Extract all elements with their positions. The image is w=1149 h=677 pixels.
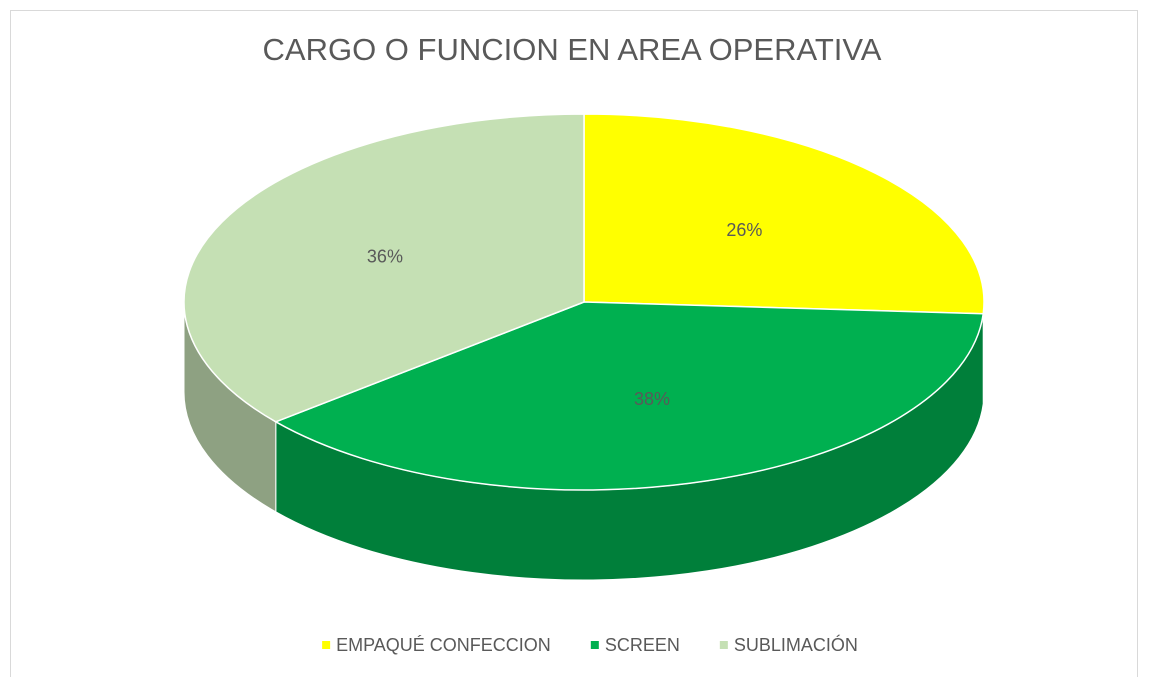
legend-label: SUBLIMACIÓN bbox=[734, 634, 858, 655]
slice bbox=[183, 113, 585, 423]
legend-label: SCREEN bbox=[605, 635, 680, 655]
legend-label: EMPAQUÉ CONFECCION bbox=[336, 635, 551, 655]
data-label: 26% bbox=[726, 220, 762, 240]
legend-swatch bbox=[719, 641, 728, 649]
legend-swatch bbox=[322, 641, 331, 649]
data-label: 36% bbox=[367, 247, 403, 267]
legend-swatch bbox=[590, 641, 599, 649]
chart-title: CARGO O FUNCION EN AREA OPERATIVA bbox=[263, 32, 882, 67]
slice bbox=[583, 113, 985, 315]
slice bbox=[274, 301, 985, 491]
data-label: 38% bbox=[634, 389, 670, 409]
